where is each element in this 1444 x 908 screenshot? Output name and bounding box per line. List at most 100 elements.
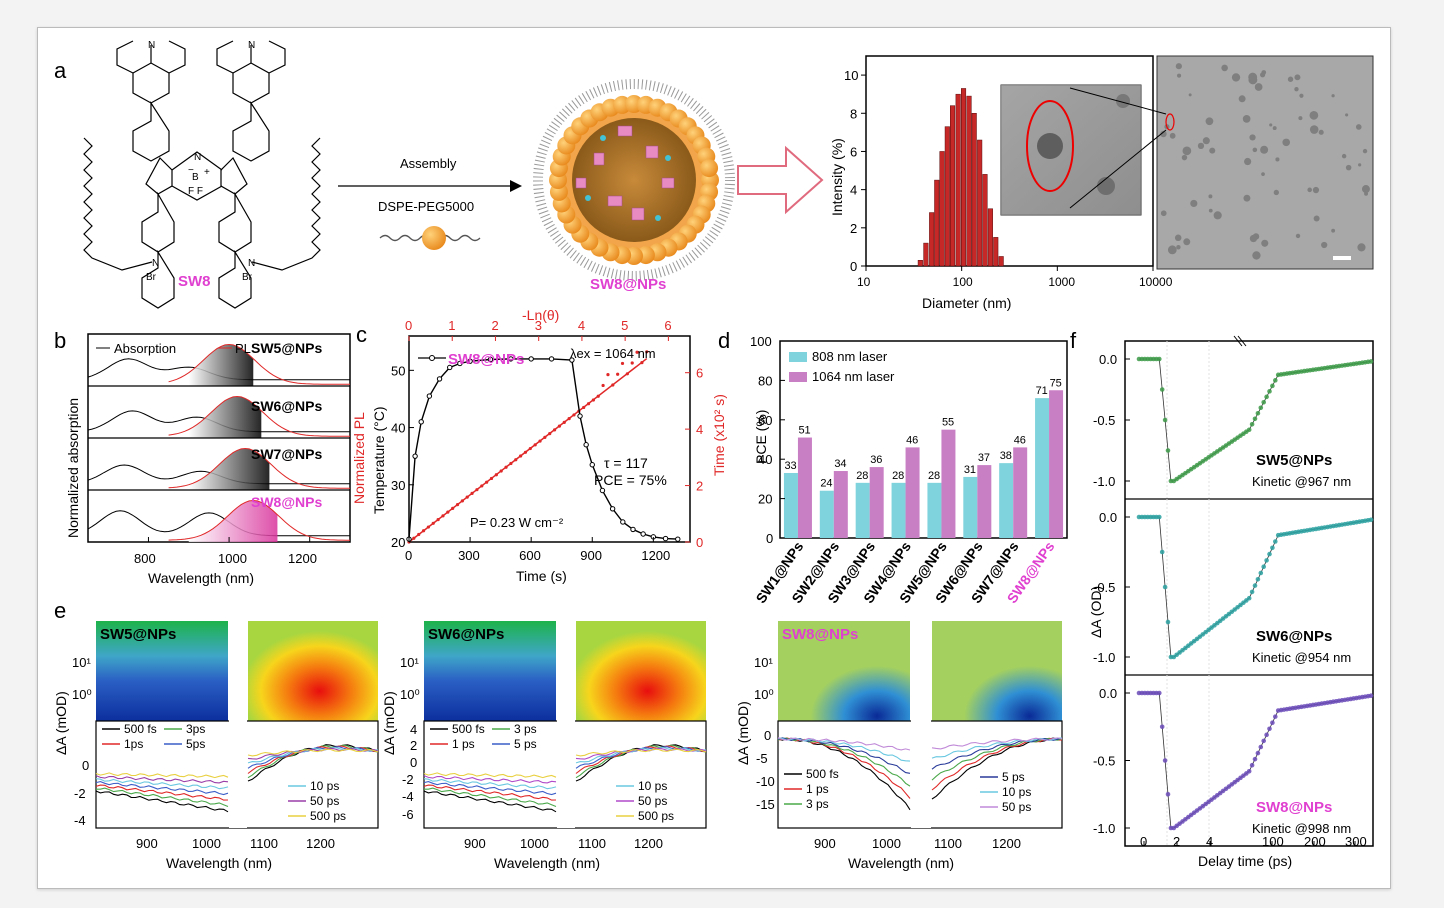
cryo-particle (1243, 194, 1251, 202)
b-pl-curve (168, 343, 350, 385)
f-x-tick: 100 (1262, 834, 1284, 849)
d-y-label: PCE (%) (753, 410, 769, 464)
c-fit-point (494, 473, 498, 477)
e-legend-label: 5 ps (1002, 770, 1025, 784)
e-sample-name: SW6@NPs (428, 626, 504, 643)
e-heat-tick: 10¹ (400, 655, 419, 670)
b-y-label-right: Normalized PL (351, 412, 367, 504)
svg-text:+: + (204, 167, 210, 178)
dls-bar (955, 93, 961, 267)
b-pl-fill (188, 344, 254, 386)
cryo-particle (1190, 199, 1198, 208)
f-kinetic-point (1273, 714, 1278, 719)
f-kinetic-point (1157, 514, 1162, 520)
cryo-particle (1341, 153, 1347, 159)
e-spectrum-right (247, 746, 379, 764)
f-y-tick: -1.0 (1093, 650, 1115, 665)
cryo-particle (1181, 154, 1188, 161)
d-bar (977, 465, 992, 538)
e-y-tick: 0 (764, 728, 771, 743)
e-heat-tick: 10⁰ (754, 687, 774, 702)
e-axis-break (911, 621, 931, 828)
c-temperature-point (577, 413, 583, 419)
f-kinetic-point (1252, 416, 1258, 422)
panel-letter-d: d (718, 328, 730, 353)
c-fit-point (475, 488, 479, 492)
e-x-label: Wavelength (nm) (494, 855, 600, 871)
c-fit-point (586, 402, 591, 406)
e-spectrum-left (423, 772, 557, 779)
dls-y-tick: 10 (844, 68, 858, 83)
c-fit-point (562, 420, 566, 424)
panel-d: d 3351SW1@NPs2434SW2@NPs2836SW3@NPs2846S… (718, 328, 1068, 606)
c-temperature-point (412, 453, 418, 459)
d-bar-value: 71 (1036, 385, 1048, 397)
f-kinetic-point (1261, 400, 1266, 405)
f-x-tick: 0 (1140, 834, 1147, 849)
c-fit-point (543, 435, 547, 439)
cryo-particle (1175, 63, 1182, 70)
cryo-particle (1244, 157, 1252, 166)
cryo-particle (1182, 146, 1192, 156)
b-pl-curve (168, 499, 350, 541)
dls-bar (998, 256, 1004, 267)
f-kinetic-point (1264, 558, 1269, 563)
cryo-particle (1260, 72, 1266, 78)
f-kinetic-point (1267, 726, 1272, 732)
c-fit-point (455, 503, 460, 507)
c-temperature-point (640, 531, 646, 537)
d-y-tick: 20 (758, 492, 772, 507)
e-y-tick: 2 (410, 738, 417, 753)
c-fit-point (523, 450, 528, 454)
f-kinetic-point (1267, 551, 1272, 557)
f-kinetic-point (1258, 570, 1264, 576)
f-kinetic-point (1162, 417, 1168, 423)
e-x-tick: 1100 (250, 836, 278, 851)
f-kinetic-point (1255, 750, 1261, 756)
svg-text:N: N (248, 258, 255, 269)
panel-letter-a: a (54, 58, 67, 83)
dls-bar (917, 260, 923, 267)
c-fit-point (421, 529, 426, 533)
f-kinetic-point (1368, 359, 1374, 364)
cryo-particle (1272, 126, 1277, 131)
c-fit-point (635, 350, 639, 354)
c-fit-point (557, 424, 562, 428)
c-fit-point (591, 398, 595, 402)
panel-letter-f: f (1070, 328, 1077, 353)
cryo-particle (1307, 187, 1312, 193)
e-spectrum-right (575, 748, 707, 757)
f-y-tick: 0.0 (1099, 352, 1117, 367)
dls-bar (934, 179, 940, 267)
cryo-particle (1313, 215, 1320, 222)
f-kinetic-point (1255, 577, 1261, 582)
c-top-tick: 0 (405, 318, 412, 333)
result-arrow-icon (737, 145, 824, 215)
dls-bar (987, 208, 993, 267)
c-fit-point (470, 491, 474, 496)
c-temperature-point (447, 364, 453, 371)
f-kinetic-point (1162, 584, 1168, 590)
cryo-particle (1362, 148, 1368, 154)
c-temperature-point (487, 356, 494, 363)
b-sample-3: SW7@NPs (251, 446, 322, 462)
d-bar-value: 33 (784, 460, 796, 472)
e-spectrum-left (423, 778, 557, 790)
e-legend-label: 50 ps (1002, 800, 1031, 814)
c-y-tick: 40 (391, 421, 405, 436)
cryo-particle (1309, 125, 1319, 134)
peg-lipid-icon (379, 226, 481, 250)
f-y-tick: -0.5 (1093, 580, 1115, 595)
b-pl-curve (168, 447, 350, 489)
np-bead (700, 159, 719, 178)
d-bar-value: 46 (1014, 434, 1026, 446)
b-x-tick: 1000 (218, 551, 247, 566)
f-kinetic-point (1157, 690, 1162, 696)
e-y-label: ΔA (mOD) (381, 691, 397, 755)
cryo-particle (1357, 243, 1366, 252)
c-temperature-point (675, 536, 681, 542)
cryo-particle (1261, 172, 1265, 177)
e-heatmap-left (96, 621, 228, 721)
f-kinetic-point (1159, 724, 1165, 730)
d-legend-808: 808 nm laser (812, 349, 888, 364)
